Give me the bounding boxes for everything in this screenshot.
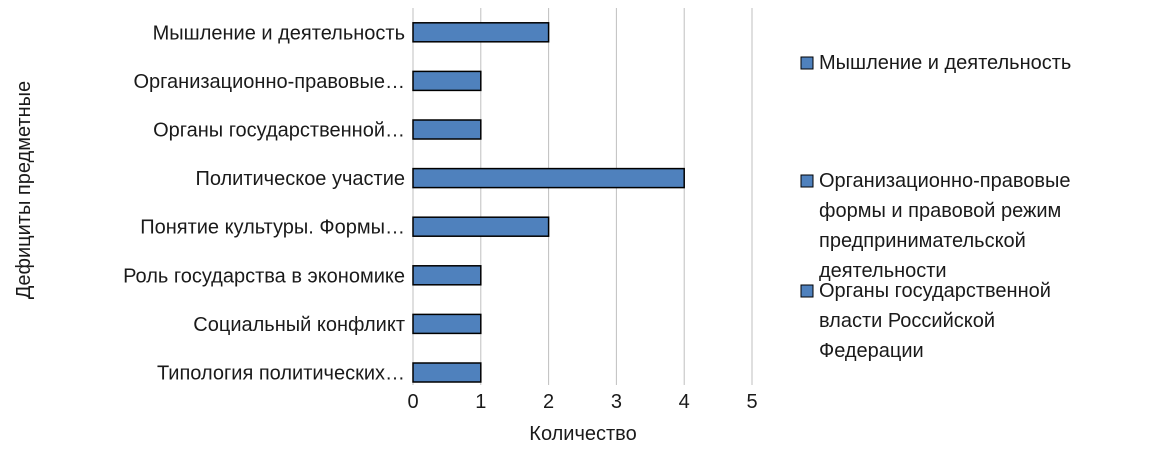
x-axis-label: Количество [529,423,636,445]
x-tick-1: 1 [475,391,486,413]
category-label-5: Роль государства в экономике [123,265,405,287]
category-labels: Мышление и деятельность Организационно-пр… [123,22,405,384]
bar-0 [412,22,550,43]
y-axis-label: Дефициты предметные [13,81,35,299]
bars [412,22,685,383]
legend-swatch-0 [800,56,814,70]
x-tick-labels: 0 1 2 3 4 5 [407,391,757,413]
x-tick-4: 4 [679,391,690,413]
x-tick-3: 3 [611,391,622,413]
bar-2 [412,119,482,140]
bar-4 [412,216,550,237]
category-label-2: Органы государственной… [153,120,405,142]
x-tick-2: 2 [543,391,554,413]
x-tick-5: 5 [746,391,757,413]
category-label-7: Типология политических… [157,363,405,385]
legend: Мышление и деятельность Организационно-пр… [800,52,1071,362]
x-tick-0: 0 [407,391,418,413]
legend-swatch-1 [800,174,814,188]
legend-label-0: Мышление и деятельность [819,52,1071,74]
category-label-4: Понятие культуры. Формы… [140,217,405,239]
legend-label-2: Органы государственной власти Российской Ф… [819,280,1051,362]
bar-6 [412,313,482,335]
bar-3 [412,167,685,189]
bar-5 [412,265,482,286]
legend-label-1: Организационно-правовые формы и правовой … [819,170,1071,282]
category-label-0: Мышление и деятельность [153,22,405,44]
category-label-6: Социальный конфликт [193,314,405,336]
category-label-3: Политическое участие [195,168,405,190]
bar-7 [412,362,482,383]
bar-1 [412,70,482,92]
category-label-1: Организационно-правовые… [133,71,405,93]
legend-swatch-2 [800,284,814,298]
